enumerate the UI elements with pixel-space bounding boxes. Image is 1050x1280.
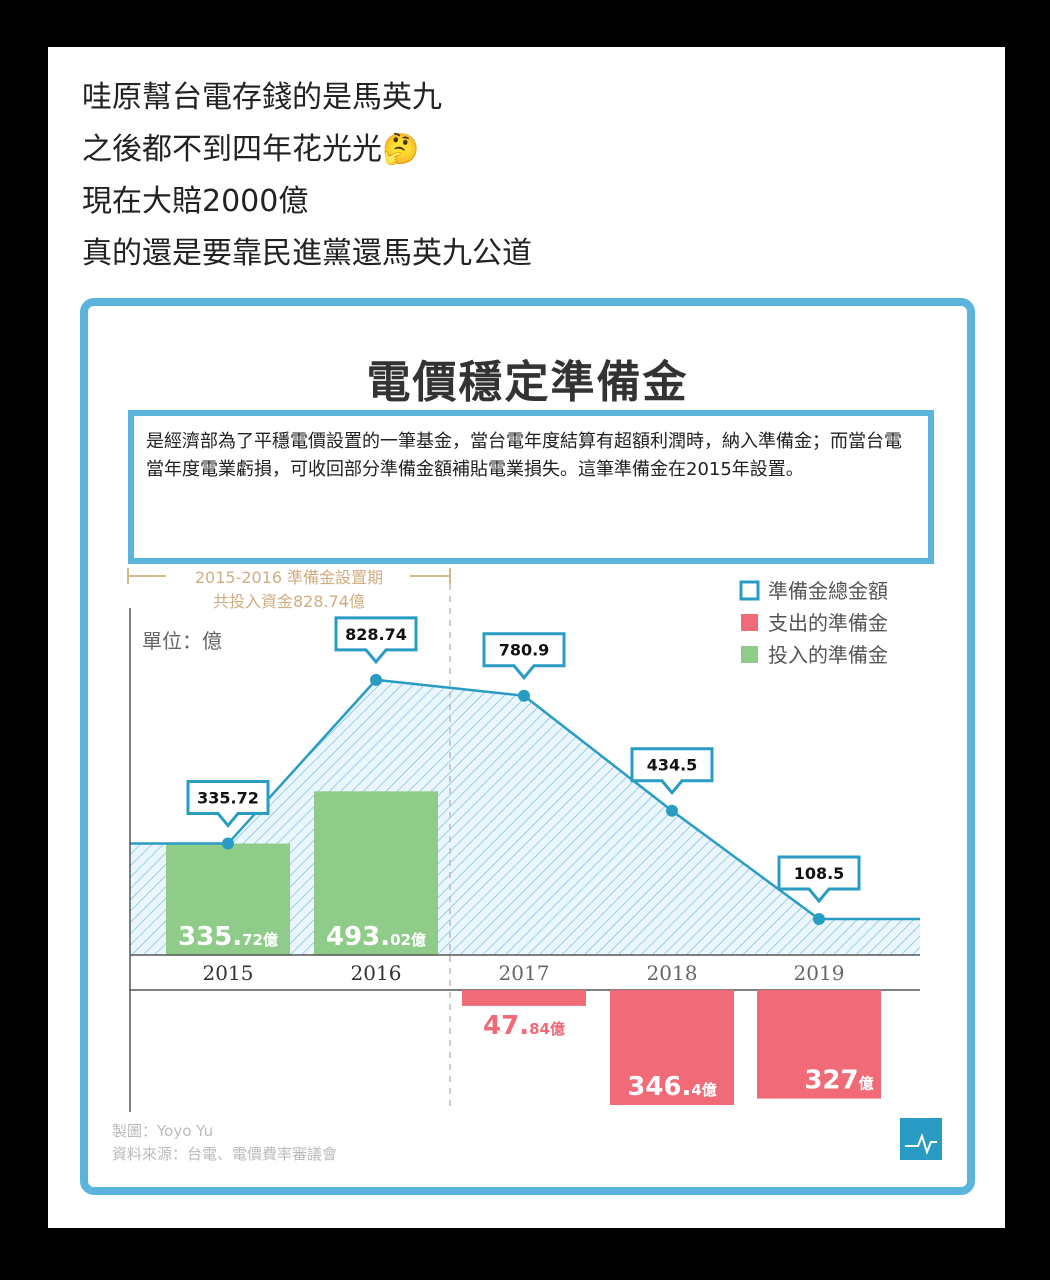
value-callout	[334, 616, 418, 665]
post-line: 之後都不到四年花光光🤔	[82, 132, 420, 167]
post-line: 哇原幫台電存錢的是馬英九	[82, 80, 442, 115]
legend-label: 投入的準備金	[768, 643, 888, 667]
unit-label: 單位：億	[142, 629, 222, 653]
period-total: 共投入資金828.74億	[213, 592, 365, 611]
total-point	[813, 912, 825, 925]
bar-label-main: 327	[804, 1066, 858, 1096]
year-label: 2015	[203, 961, 254, 985]
bar-label-unit: 72億	[242, 931, 278, 949]
source-text: 資料來源：台電、電價費率審議會	[112, 1145, 337, 1163]
bar-label: 47.84億	[483, 1011, 565, 1041]
bar-label-main: 335.	[178, 922, 242, 952]
legend-swatch	[741, 614, 758, 631]
bar-label-unit: 4億	[691, 1081, 716, 1099]
bar-spent	[610, 990, 734, 1106]
period-label: 2015-2016 準備金設置期	[195, 568, 383, 587]
credit-text: 製圖：Yoyo Yu	[112, 1122, 213, 1140]
post-line: 真的還是要靠民進黨還馬英九公道	[82, 236, 532, 271]
callout-label: 335.72	[197, 789, 259, 808]
total-point	[666, 804, 678, 817]
callout-label: 780.9	[499, 641, 550, 660]
bar-label-main: 47.	[483, 1011, 529, 1041]
callout-label: 434.5	[647, 756, 698, 775]
total-point	[222, 837, 234, 850]
legend-swatch	[739, 580, 760, 601]
bar-label: 346.4億	[627, 1072, 717, 1102]
year-label: 2019	[794, 961, 845, 985]
bar-invested	[166, 843, 290, 955]
bar-label: 327億	[804, 1066, 873, 1096]
infographic-title: 電價穩定準備金	[366, 357, 689, 408]
bar-spent	[462, 990, 586, 1006]
year-label: 2016	[351, 961, 402, 985]
value-callout	[186, 780, 270, 828]
bar-label-unit: 84億	[529, 1020, 565, 1038]
callout-label: 828.74	[345, 625, 407, 644]
year-label: 2017	[499, 961, 550, 985]
bar-label-main: 346.	[627, 1072, 691, 1102]
value-callout	[482, 632, 566, 681]
year-label: 2018	[647, 961, 698, 985]
value-callout	[630, 747, 714, 796]
legend-label: 支出的準備金	[768, 611, 888, 635]
bar-label-main: 493.	[326, 922, 390, 952]
bar-label-unit: 億	[859, 1075, 874, 1093]
bar-invested	[314, 791, 438, 955]
bar-label: 493.02億	[326, 922, 426, 952]
total-point	[518, 689, 530, 702]
legend-label: 準備金總金額	[768, 579, 888, 603]
bar-label-unit: 02億	[390, 931, 426, 949]
pulse-logo-line	[905, 1133, 937, 1155]
post-line: 現在大賠2000億	[82, 184, 309, 219]
description-box: 是經濟部為了平穩電價設置的一筆基金，當台電年度結算有超額利潤時，納入準備金；而當…	[128, 410, 934, 564]
value-callout	[777, 855, 861, 904]
post-text: 哇原幫台電存錢的是馬英九 之後都不到四年花光光🤔 現在大賠2000億 真的還是要…	[82, 72, 532, 280]
legend-swatch	[741, 646, 758, 663]
callout-label: 108.5	[794, 864, 845, 883]
total-point	[370, 673, 382, 686]
bar-label: 335.72億	[178, 922, 278, 952]
bar-spent	[757, 990, 881, 1099]
